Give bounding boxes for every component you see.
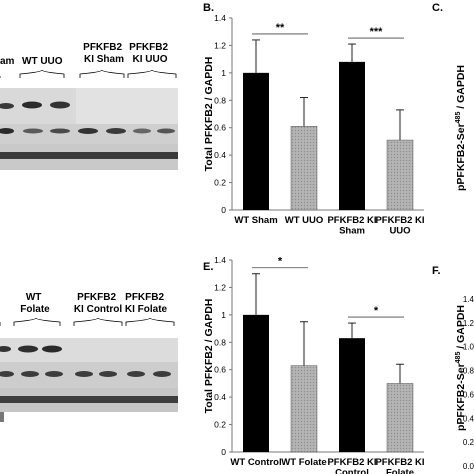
- y-tick-label: 0.6: [214, 365, 226, 375]
- bar: [339, 61, 365, 211]
- y-tick-label: 0: [221, 447, 226, 457]
- y-tick-label: 1: [221, 68, 226, 78]
- blot-band: [0, 396, 178, 403]
- bar: [290, 126, 318, 211]
- blot-band: [23, 128, 43, 134]
- panel-f-tick-label: 1.4: [463, 295, 474, 304]
- blot-band: [106, 128, 126, 134]
- category-label-line: Control: [335, 468, 369, 474]
- panel-f-ylabel: pPFKFB2-Ser485 / GAPDH: [455, 305, 467, 431]
- y-tick-label: 1: [221, 310, 226, 320]
- significance-label: *: [278, 256, 283, 268]
- blot-band: [78, 128, 98, 134]
- category-label-line: UUO: [389, 226, 410, 237]
- blot-band: [0, 103, 14, 109]
- bar: [386, 383, 414, 453]
- western-blot-bottom: WT Folate PFKFB2 KI Control PFKFB2 KI Fo…: [0, 292, 178, 422]
- category-label: PFKFB2 KI Folate: [375, 457, 424, 474]
- blot-band: [50, 101, 70, 109]
- panel-f-tick-labels: 1.4 1.2 1.0 0.8 0.6 0.4 0.2 0.0: [463, 295, 474, 471]
- panel-c-ylabel: pPFKFB2-Ser485 / GAPDH: [455, 65, 467, 191]
- category-label: PFKFB2 KI UUO: [375, 215, 424, 237]
- blot-top-strip-2: [0, 124, 178, 144]
- y-tick-label: 0: [221, 205, 226, 215]
- panel-f-tick-label: 0.6: [463, 390, 474, 399]
- blot-bottom-label-1: WT Folate: [20, 292, 50, 315]
- significance-label: *: [374, 305, 379, 317]
- category-label: WT Control: [230, 457, 281, 468]
- blot-top-label-3: PFKFB2 KI Sham: [83, 42, 125, 65]
- y-tick-label: 1.4: [214, 255, 226, 265]
- bar: [243, 72, 269, 210]
- y-tick-label: 1.2: [214, 282, 226, 292]
- blot-band: [157, 128, 175, 134]
- y-tick-label: 1.2: [214, 40, 226, 50]
- significance-label: **: [276, 22, 285, 34]
- category-label-line: WT Sham: [234, 215, 277, 226]
- category-label: WT Folate: [281, 457, 326, 468]
- blot-bottom-brackets: [0, 317, 175, 326]
- bar-chart-e: 0 0.2 0.4 0.6 0.8 1 1.2 1.4 Total PFKFB2 / GAPDH…: [203, 255, 425, 474]
- category-label-line: PFKFB2 KI: [327, 457, 376, 468]
- bar: [290, 365, 318, 453]
- y-tick-label: 1.4: [214, 13, 226, 23]
- category-label: PFKFB2 KI Control: [327, 457, 376, 474]
- blot-band: [0, 152, 178, 159]
- y-tick-label: 0.2: [214, 178, 226, 188]
- panel-f-tick-label: 0.4: [463, 414, 474, 423]
- category-label-line: PFKFB2 KI: [327, 215, 376, 226]
- blot-band: [50, 128, 70, 134]
- category-label: PFKFB2 KI Sham: [327, 215, 376, 237]
- category-label-line: Folate: [386, 468, 414, 474]
- category-label-line: WT Folate: [281, 457, 326, 468]
- blot-band: [0, 346, 11, 352]
- y-axis-label: Total PFKFB2 / GAPDH: [203, 299, 215, 414]
- blot-top-label-2: WT UUO: [22, 56, 63, 67]
- bar-chart-b: 0 0.2 0.4 0.6 0.8 1 1.2 1.4 Total PFKFB2 / GAPDH…: [203, 13, 425, 237]
- blot-edge-mark: [0, 412, 4, 422]
- category-label-line: PFKFB2 KI: [375, 457, 424, 468]
- y-tick-label: 0.8: [214, 337, 226, 347]
- blot-bottom-label-2: PFKFB2 KI Control: [74, 292, 123, 315]
- y-tick-label: 0.2: [214, 420, 226, 430]
- panel-f-tick-label: 0.8: [463, 367, 474, 376]
- category-label-line: WT Control: [230, 457, 281, 468]
- blot-band: [22, 101, 42, 109]
- panel-letter-b: B.: [203, 2, 214, 14]
- y-tick-label: 0.4: [214, 150, 226, 160]
- blot-bottom-label-3: PFKFB2 KI Folate: [125, 292, 168, 315]
- blot-band: [133, 128, 151, 134]
- category-label: WT Sham: [234, 215, 277, 226]
- panel-f-tick-label: 0.2: [463, 438, 474, 447]
- category-label-line: WT UUO: [285, 215, 324, 226]
- category-label-line: Sham: [339, 226, 365, 237]
- y-axis-label: Total PFKFB2 / GAPDH: [203, 57, 215, 172]
- y-tick-label: 0.8: [214, 95, 226, 105]
- panel-letter-e: E.: [203, 261, 213, 273]
- significance-label: ***: [370, 26, 384, 38]
- category-label: WT UUO: [285, 215, 324, 226]
- panel-f-tick-label: 1.0: [463, 343, 474, 352]
- y-tick-label: 0.6: [214, 123, 226, 133]
- blot-top-brackets: [0, 69, 177, 78]
- blot-top-label-4: PFKFB2 KI UUO: [129, 42, 171, 65]
- y-tick-label: 0.4: [214, 392, 226, 402]
- panel-f-tick-label: 1.2: [463, 319, 474, 328]
- blot-top-strip-1-right: [76, 88, 178, 124]
- western-blot-top: am WT UUO PFKFB2 KI Sham PFKFB2 KI UUO: [0, 42, 178, 170]
- blot-band: [42, 345, 62, 353]
- bar: [339, 338, 365, 452]
- blot-bottom-bands-2: [0, 371, 171, 377]
- panel-letter-f: F.: [432, 265, 441, 277]
- panel-f-tick-label: 0.0: [463, 462, 474, 471]
- bar: [243, 314, 269, 452]
- bar: [386, 139, 414, 211]
- blot-band: [18, 345, 38, 353]
- panel-letter-c: C.: [432, 2, 443, 14]
- blot-band: [0, 128, 14, 134]
- category-label-line: PFKFB2 KI: [375, 215, 424, 226]
- blot-top-label-1: am: [0, 56, 15, 67]
